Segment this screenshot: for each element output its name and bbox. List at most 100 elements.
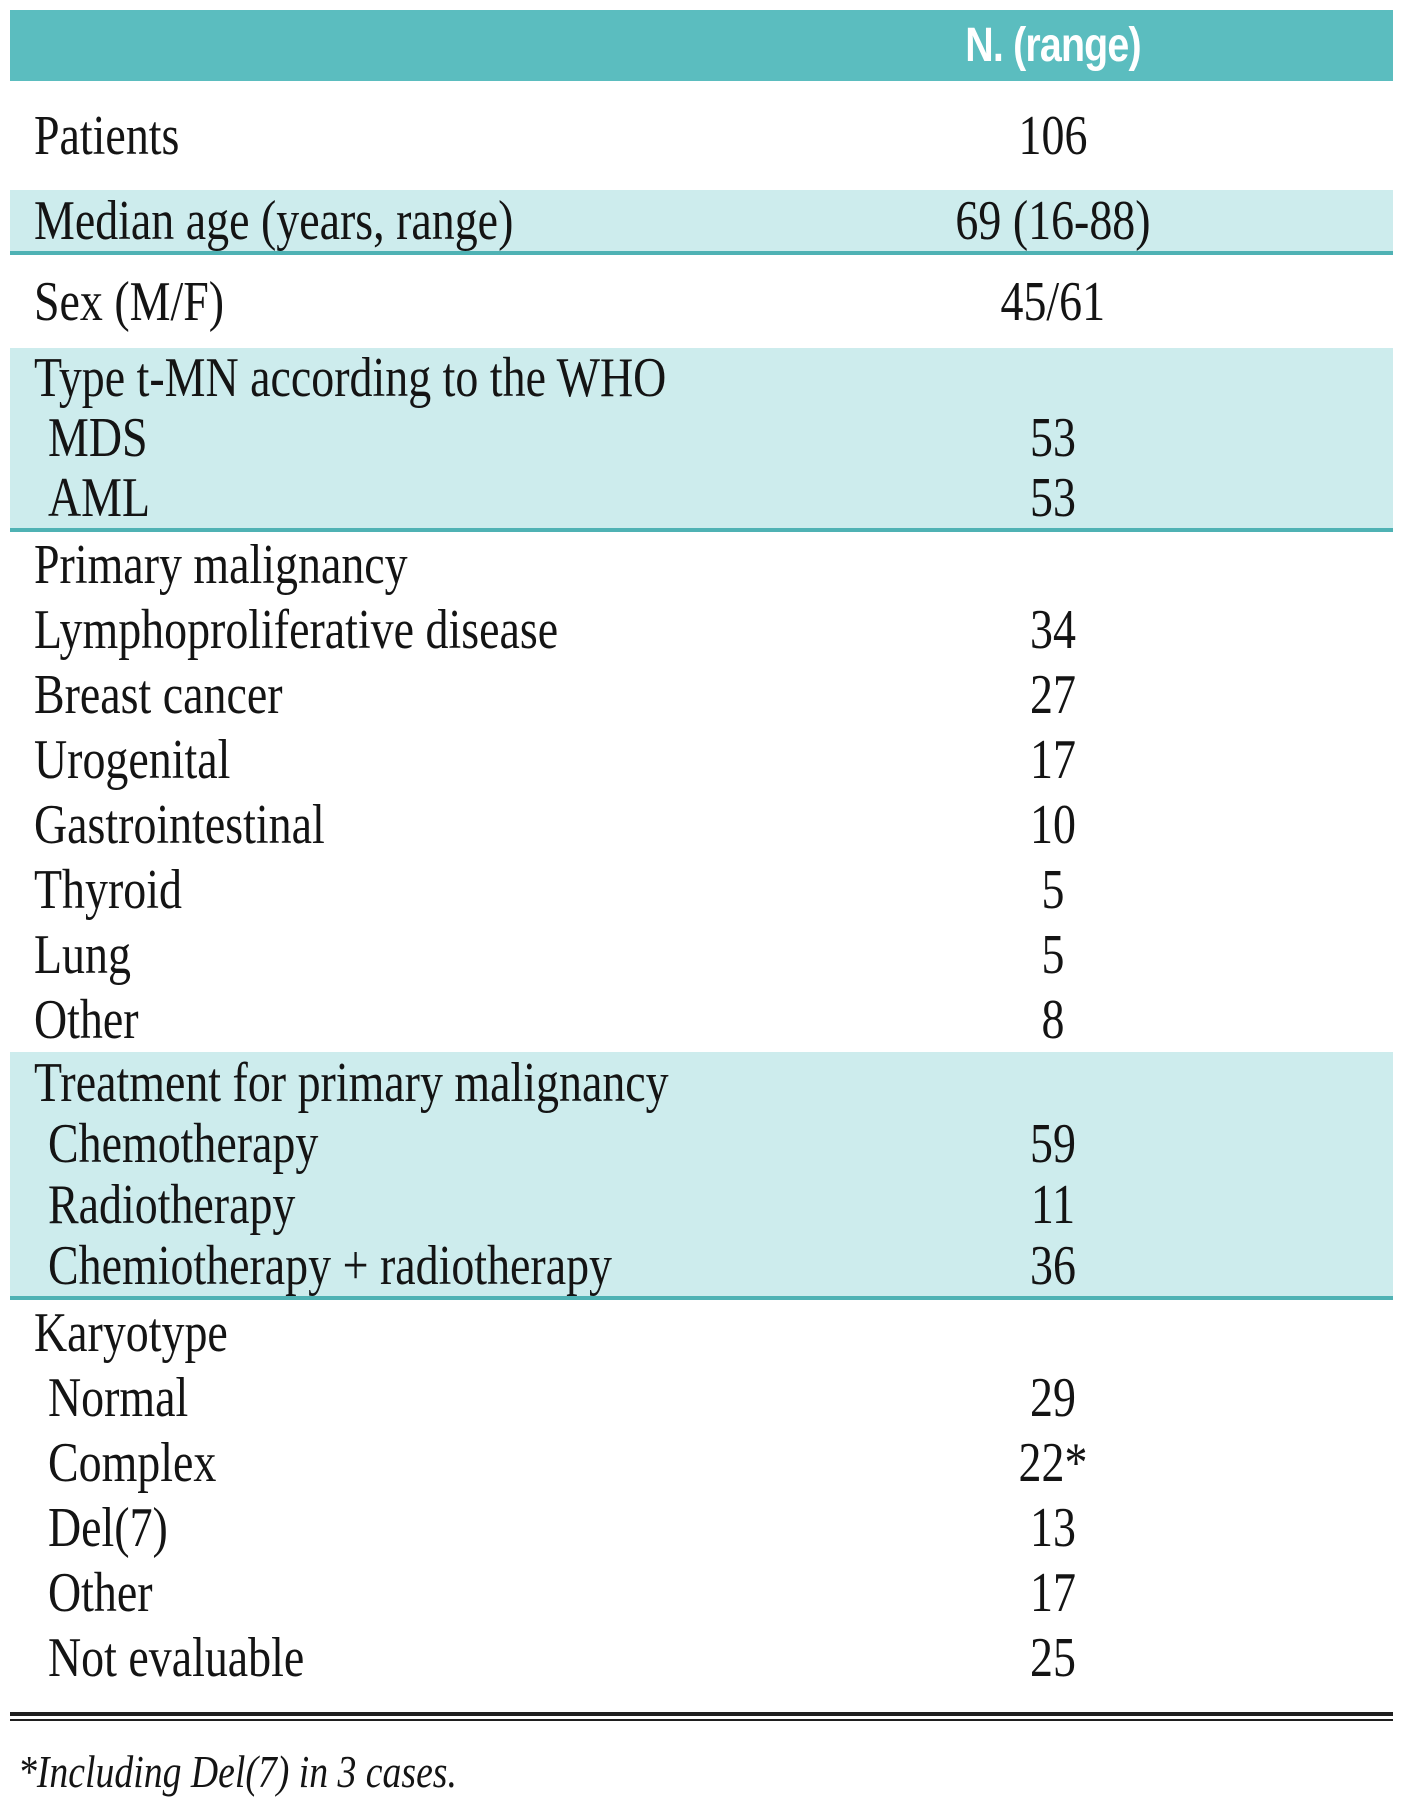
- table-section: Type t-MN according to the WHO MDS 53 AML 53: [10, 346, 1393, 532]
- row-value: 45/61: [833, 270, 1273, 334]
- row-value: 34: [833, 598, 1273, 662]
- table-row: Radiotherapy 11: [10, 1173, 1393, 1237]
- row-value: 53: [833, 406, 1273, 470]
- row-label-text: Median age (years, range): [34, 189, 514, 252]
- row-value-text: 27: [1030, 663, 1076, 726]
- row-label: Lymphoproliferative disease: [10, 598, 833, 662]
- table-row: Treatment for primary malignancy: [10, 1051, 1393, 1115]
- row-label-text: Primary malignancy: [34, 533, 408, 596]
- row-label-text: Chemotherapy: [48, 1112, 319, 1175]
- row-label: Chemotherapy: [10, 1112, 833, 1176]
- row-label: Karyotype: [10, 1301, 833, 1365]
- table-bottom-rule: [10, 1712, 1393, 1721]
- row-value-text: 53: [1030, 407, 1076, 469]
- row-value: 17: [833, 728, 1273, 792]
- table-header-row: N. (range): [10, 10, 1393, 81]
- row-label-text: Urogenital: [34, 728, 231, 791]
- table-row: Sex (M/F) 45/61: [10, 255, 1393, 348]
- table-row: Chemiotherapy + radiotherapy 36: [10, 1234, 1393, 1297]
- row-label: Normal: [10, 1366, 833, 1430]
- row-value-text: 53: [1030, 467, 1076, 529]
- row-value-text: 11: [1030, 1173, 1076, 1236]
- table-row: Lung 5: [10, 922, 1393, 987]
- table-row: Karyotype: [10, 1300, 1393, 1365]
- table-row: Median age (years, range) 69 (16-88): [10, 189, 1393, 253]
- row-label: Median age (years, range): [10, 189, 833, 253]
- row-value: 5: [833, 923, 1273, 987]
- row-label-text: Treatment for primary malignancy: [34, 1051, 669, 1114]
- table-row: Complex 22*: [10, 1430, 1393, 1495]
- row-value-text: 106: [1018, 104, 1088, 167]
- row-label: Complex: [10, 1431, 833, 1495]
- row-label-text: Lymphoproliferative disease: [34, 598, 559, 661]
- row-value-text: 69 (16-88): [955, 189, 1151, 252]
- table-section: Median age (years, range) 69 (16-88): [10, 190, 1393, 255]
- row-value: 25: [833, 1626, 1273, 1690]
- table-row: Other 8: [10, 987, 1393, 1052]
- table-row: Urogenital 17: [10, 727, 1393, 792]
- row-label-text: Normal: [48, 1366, 189, 1429]
- table-section: Treatment for primary malignancy Chemothe…: [10, 1052, 1393, 1300]
- row-label-text: Patients: [34, 104, 180, 167]
- table-section: Patients 106: [10, 81, 1393, 190]
- row-value-text: 8: [1041, 988, 1065, 1051]
- row-value-text: 13: [1030, 1496, 1076, 1559]
- row-value: 69 (16-88): [833, 189, 1273, 253]
- row-value: [833, 1301, 1273, 1365]
- row-label: Thyroid: [10, 858, 833, 922]
- row-label-text: Lung: [34, 923, 131, 986]
- row-label-text: Karyotype: [34, 1301, 228, 1364]
- row-value: 10: [833, 793, 1273, 857]
- table-row: MDS 53: [10, 406, 1393, 470]
- row-value-text: 22*: [1018, 1431, 1088, 1494]
- row-value-text: 59: [1030, 1112, 1076, 1175]
- row-label: Other: [10, 1561, 833, 1625]
- row-value: 13: [833, 1496, 1273, 1560]
- row-value: 22*: [833, 1431, 1273, 1495]
- row-label: Del(7): [10, 1496, 833, 1560]
- row-label: Urogenital: [10, 728, 833, 792]
- row-label-text: Breast cancer: [34, 663, 283, 726]
- table-section: Karyotype Normal 29 Complex 22* Del(7) 13 Other…: [10, 1300, 1393, 1712]
- table-row: AML 53: [10, 466, 1393, 530]
- table-row: Primary malignancy: [10, 532, 1393, 597]
- row-value: 53: [833, 466, 1273, 530]
- table-row: Patients 106: [10, 81, 1393, 190]
- row-label: Treatment for primary malignancy: [10, 1051, 833, 1115]
- table-row: Other 17: [10, 1560, 1393, 1625]
- row-label-text: AML: [48, 467, 151, 529]
- row-label-text: Complex: [48, 1431, 217, 1494]
- row-value-text: 36: [1030, 1234, 1076, 1297]
- table-body: Patients 106 Median age (years, range) 69 (…: [0, 81, 1409, 1712]
- row-label-text: Sex (M/F): [34, 270, 225, 333]
- row-label: Patients: [10, 104, 833, 168]
- row-label-text: Type t-MN according to the WHO: [34, 347, 667, 409]
- row-value: 11: [833, 1173, 1273, 1237]
- row-label-text: Thyroid: [34, 858, 182, 921]
- table-row: Gastrointestinal 10: [10, 792, 1393, 857]
- footnote: *Including Del(7) in 3 cases.: [0, 1721, 1409, 1798]
- row-label: Primary malignancy: [10, 533, 833, 597]
- table-row: Chemotherapy 59: [10, 1112, 1393, 1176]
- row-value-text: 17: [1030, 1561, 1076, 1624]
- row-value: 29: [833, 1366, 1273, 1430]
- row-label: Not evaluable: [10, 1626, 833, 1690]
- row-value: 106: [833, 104, 1273, 168]
- value-column-header-text: N. (range): [965, 19, 1141, 72]
- row-value: [833, 346, 1273, 410]
- row-label-text: Other: [34, 988, 139, 1051]
- table-section: Sex (M/F) 45/61: [10, 255, 1393, 348]
- row-label: Sex (M/F): [10, 270, 833, 334]
- row-label-text: Gastrointestinal: [34, 793, 325, 856]
- row-value-text: 34: [1030, 598, 1076, 661]
- footnote-text: *Including Del(7) in 3 cases.: [18, 1746, 457, 1797]
- row-label: AML: [10, 466, 833, 530]
- row-label-text: Other: [48, 1561, 153, 1624]
- row-label-text: MDS: [48, 407, 148, 469]
- row-value-text: 25: [1030, 1626, 1076, 1689]
- row-value: 5: [833, 858, 1273, 922]
- row-label: MDS: [10, 406, 833, 470]
- row-label: Radiotherapy: [10, 1173, 833, 1237]
- row-value: 27: [833, 663, 1273, 727]
